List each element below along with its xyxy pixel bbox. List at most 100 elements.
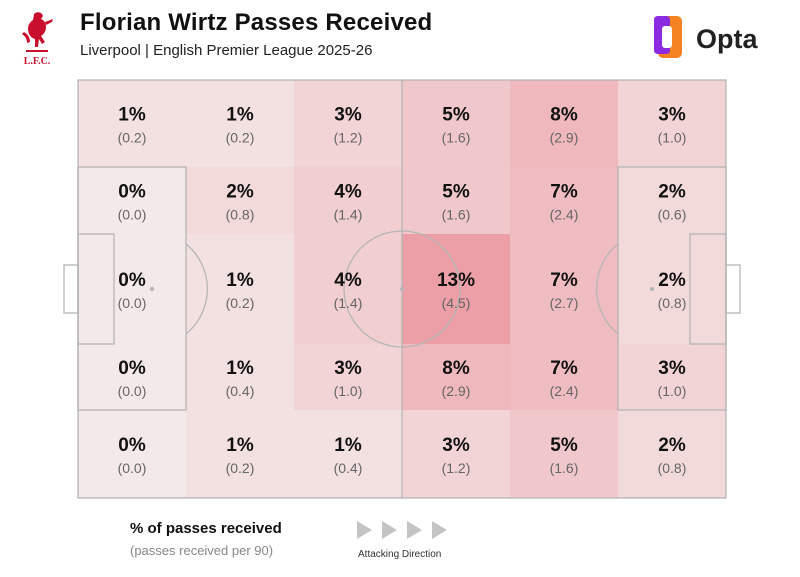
cell-per90-label: (1.6) — [442, 130, 471, 146]
cell-percent-label: 1% — [226, 435, 254, 456]
cell-per90-label: (0.2) — [226, 130, 255, 146]
centre-spot — [399, 286, 405, 292]
right-penalty-arc — [596, 243, 619, 335]
cell-percent-label: 1% — [118, 105, 146, 126]
heatmap-cell — [510, 234, 618, 344]
heatmap-cell — [186, 80, 294, 167]
liverpool-crest-icon: L.F.C. — [22, 12, 53, 67]
cell-percent-label: 5% — [442, 105, 470, 126]
direction-arrow-icon — [357, 521, 372, 539]
centre-circle — [343, 230, 461, 348]
cell-per90-label: (1.4) — [334, 207, 363, 223]
cell-percent-label: 2% — [658, 270, 686, 291]
cell-per90-label: (0.4) — [226, 383, 255, 399]
cell-per90-label: (1.0) — [658, 383, 687, 399]
cell-per90-label: (0.0) — [118, 295, 147, 311]
heatmap-cell — [618, 167, 726, 234]
cell-per90-label: (0.0) — [118, 383, 147, 399]
attacking-direction-label: Attacking Direction — [358, 549, 442, 560]
cell-percent-label: 1% — [226, 105, 254, 126]
right-penalty-spot — [649, 286, 655, 292]
heatmap-cells — [78, 80, 726, 498]
cell-per90-label: (1.6) — [442, 207, 471, 223]
cell-percent-label: 3% — [658, 105, 686, 126]
heatmap-cell — [510, 344, 618, 410]
cell-per90-label: (0.8) — [658, 460, 687, 476]
heatmap-cell — [402, 80, 510, 167]
left-penalty-arc — [185, 243, 208, 335]
opta-wordmark: Opta — [696, 24, 758, 54]
legend-subtitle: (passes received per 90) — [130, 543, 274, 558]
heatmap-cell — [618, 234, 726, 344]
chart-subtitle: Liverpool | English Premier League 2025-… — [80, 42, 373, 59]
cell-percent-label: 5% — [442, 182, 470, 203]
cell-percent-label: 0% — [118, 182, 146, 203]
pitch-markings — [63, 79, 741, 499]
direction-arrow-icon — [407, 521, 422, 539]
cell-percent-label: 3% — [334, 358, 362, 379]
cell-per90-label: (2.9) — [442, 383, 471, 399]
cell-per90-label: (1.2) — [442, 460, 471, 476]
heatmap-cell — [510, 167, 618, 234]
cell-per90-label: (2.4) — [550, 383, 579, 399]
cell-per90-label: (0.4) — [334, 460, 363, 476]
heatmap-cell — [186, 410, 294, 498]
club-logo-text: L.F.C. — [24, 56, 51, 67]
cell-per90-label: (0.2) — [118, 130, 147, 146]
opta-logo: Opta — [654, 16, 758, 58]
cell-percent-label: 1% — [226, 270, 254, 291]
heatmap-cell — [510, 80, 618, 167]
heatmap-cell — [294, 80, 402, 167]
cell-percent-label: 0% — [118, 435, 146, 456]
cell-per90-label: (0.6) — [658, 207, 687, 223]
heatmap-labels: 1% (0.2) 1% (0.2) 3% (1.2) 5% (1.6) 8% (2.9) 3% (1.… — [118, 105, 687, 477]
heatmap-cell — [78, 410, 186, 498]
cell-percent-label: 5% — [550, 435, 578, 456]
cell-per90-label: (2.9) — [550, 130, 579, 146]
cell-per90-label: (1.4) — [334, 295, 363, 311]
heatmap-cell — [402, 234, 510, 344]
heatmap-cell — [294, 410, 402, 498]
cell-per90-label: (1.6) — [550, 460, 579, 476]
cell-per90-label: (1.2) — [334, 130, 363, 146]
cell-percent-label: 13% — [437, 270, 475, 291]
cell-percent-label: 0% — [118, 270, 146, 291]
cell-percent-label: 4% — [334, 270, 362, 291]
opta-mark-icon — [654, 16, 682, 58]
cell-per90-label: (1.0) — [658, 130, 687, 146]
cell-per90-label: (1.0) — [334, 383, 363, 399]
cell-percent-label: 7% — [550, 358, 578, 379]
cell-percent-label: 2% — [226, 182, 254, 203]
cell-per90-label: (2.7) — [550, 295, 579, 311]
cell-per90-label: (0.0) — [118, 460, 147, 476]
heatmap-cell — [186, 344, 294, 410]
chart-title: Florian Wirtz Passes Received — [80, 9, 433, 36]
attacking-direction-arrows — [357, 521, 447, 539]
cell-percent-label: 7% — [550, 270, 578, 291]
heatmap-cell — [402, 344, 510, 410]
cell-percent-label: 1% — [226, 358, 254, 379]
heatmap-cell — [510, 410, 618, 498]
right-goal — [725, 264, 741, 314]
heatmap-cell — [294, 234, 402, 344]
cell-percent-label: 3% — [658, 358, 686, 379]
cell-percent-label: 7% — [550, 182, 578, 203]
direction-arrow-icon — [432, 521, 447, 539]
heatmap-cell — [294, 344, 402, 410]
heatmap-cell — [78, 167, 186, 234]
heatmap-cell — [186, 167, 294, 234]
cell-per90-label: (0.2) — [226, 460, 255, 476]
cell-per90-label: (2.4) — [550, 207, 579, 223]
cell-per90-label: (4.5) — [442, 295, 471, 311]
heatmap-cell — [78, 234, 186, 344]
cell-percent-label: 8% — [550, 105, 578, 126]
cell-percent-label: 2% — [658, 182, 686, 203]
cell-percent-label: 2% — [658, 435, 686, 456]
cell-percent-label: 3% — [442, 435, 470, 456]
heatmap-cell — [618, 410, 726, 498]
heatmap-cell — [402, 410, 510, 498]
cell-percent-label: 1% — [334, 435, 362, 456]
cell-per90-label: (0.0) — [118, 207, 147, 223]
heatmap-cell — [294, 167, 402, 234]
